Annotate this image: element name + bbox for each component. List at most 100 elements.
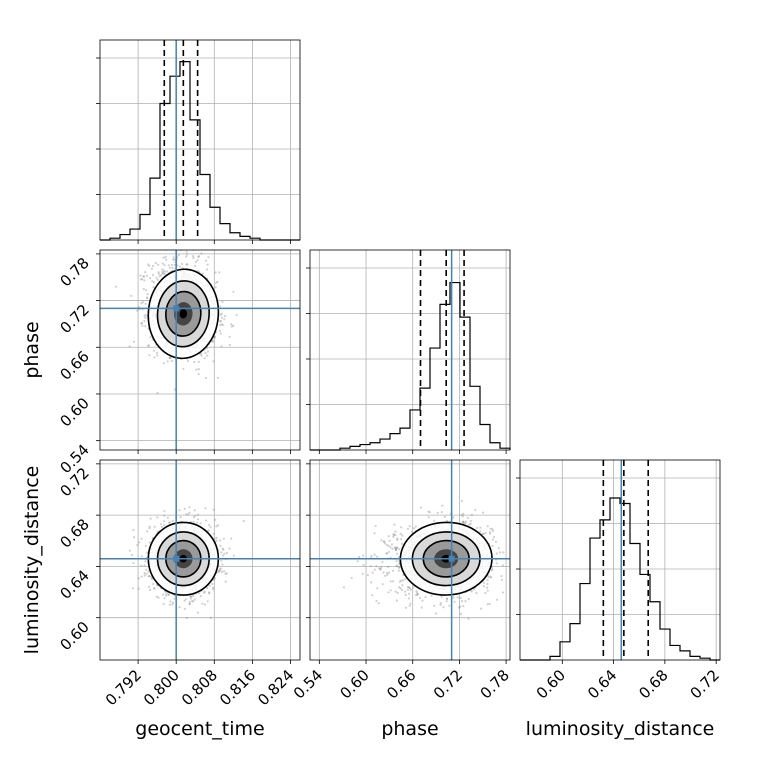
sample-point [194, 514, 197, 518]
sample-point [408, 592, 411, 595]
sample-point [155, 595, 158, 598]
y-tick-label: 0.64 [56, 567, 92, 603]
sample-point [203, 590, 206, 593]
sample-point [350, 576, 353, 579]
sample-point [392, 534, 395, 537]
sample-point [464, 522, 467, 525]
sample-point [398, 548, 401, 551]
sample-point [196, 611, 199, 614]
sample-point [130, 553, 133, 557]
sample-point [218, 569, 221, 572]
sample-point [149, 277, 152, 280]
sample-point [171, 603, 174, 606]
sample-point [205, 259, 208, 262]
sample-point [143, 315, 146, 318]
sample-point [486, 603, 489, 606]
sample-point [405, 606, 408, 609]
sample-point [216, 280, 219, 284]
sample-point [203, 591, 206, 594]
sample-point [491, 568, 494, 571]
sample-point [445, 597, 449, 600]
sample-point [417, 593, 420, 596]
sample-point [219, 567, 222, 570]
sample-point [186, 359, 189, 363]
sample-point [453, 600, 456, 604]
sample-point [148, 585, 151, 589]
sample-point [150, 267, 153, 270]
sample-point [224, 572, 227, 576]
sample-point [479, 526, 482, 529]
sample-point [171, 601, 174, 604]
sample-point [400, 579, 403, 582]
axes-frame [99, 39, 301, 241]
sample-point [188, 600, 191, 604]
sample-point [371, 594, 374, 597]
sample-point [203, 357, 206, 360]
sample-point [185, 617, 188, 620]
sample-point [446, 519, 449, 523]
sample-point [461, 521, 465, 524]
sample-point [460, 513, 463, 516]
sample-point [208, 592, 211, 595]
sample-point [168, 603, 171, 606]
sample-point [428, 511, 431, 514]
sample-point [196, 259, 199, 262]
sample-point [232, 290, 235, 293]
sample-point [494, 540, 498, 543]
sample-point [194, 264, 197, 267]
sample-point [436, 511, 439, 514]
sample-point [433, 604, 436, 607]
sample-point [406, 527, 410, 530]
sample-point [446, 597, 449, 600]
sample-point [488, 602, 491, 606]
sample-point [180, 262, 183, 265]
sample-point [200, 352, 203, 355]
sample-point [160, 525, 163, 529]
sample-point [162, 593, 165, 596]
sample-point [165, 593, 168, 596]
sample-point [470, 513, 473, 517]
sample-point [379, 568, 382, 571]
sample-point [147, 345, 150, 348]
sample-point [157, 596, 160, 599]
sample-point [141, 324, 144, 327]
sample-point [408, 525, 411, 528]
sample-point [396, 538, 399, 542]
sample-point [211, 586, 215, 589]
sample-point [416, 593, 419, 596]
sample-point [409, 588, 412, 591]
sample-point [396, 546, 399, 549]
sample-point [235, 313, 238, 316]
sample-point [136, 543, 139, 547]
sample-point [186, 253, 189, 256]
sample-point [193, 360, 196, 364]
sample-point [157, 271, 160, 274]
sample-point [204, 519, 208, 522]
sample-point [381, 560, 384, 564]
sample-point [207, 529, 210, 532]
sample-point [191, 600, 194, 603]
sample-point [222, 548, 225, 551]
sample-point [401, 579, 405, 582]
sample-point [377, 602, 380, 605]
sample-point [495, 562, 498, 565]
sample-point [462, 605, 465, 608]
sample-point [154, 262, 157, 265]
sample-point [390, 543, 394, 546]
sample-point [490, 576, 493, 579]
sample-point [396, 591, 399, 595]
sample-point [128, 345, 131, 348]
sample-point [394, 530, 397, 533]
sample-point [169, 356, 172, 359]
sample-point [224, 580, 227, 583]
sample-point [221, 570, 224, 574]
sample-point [404, 590, 407, 593]
x-tick-label: 0.800 [140, 666, 183, 709]
sample-point [366, 574, 369, 577]
sample-point [462, 512, 465, 515]
sample-point [168, 266, 171, 269]
sample-point [216, 524, 220, 527]
sample-point [491, 529, 495, 533]
histogram-geocent_time [96, 39, 301, 244]
